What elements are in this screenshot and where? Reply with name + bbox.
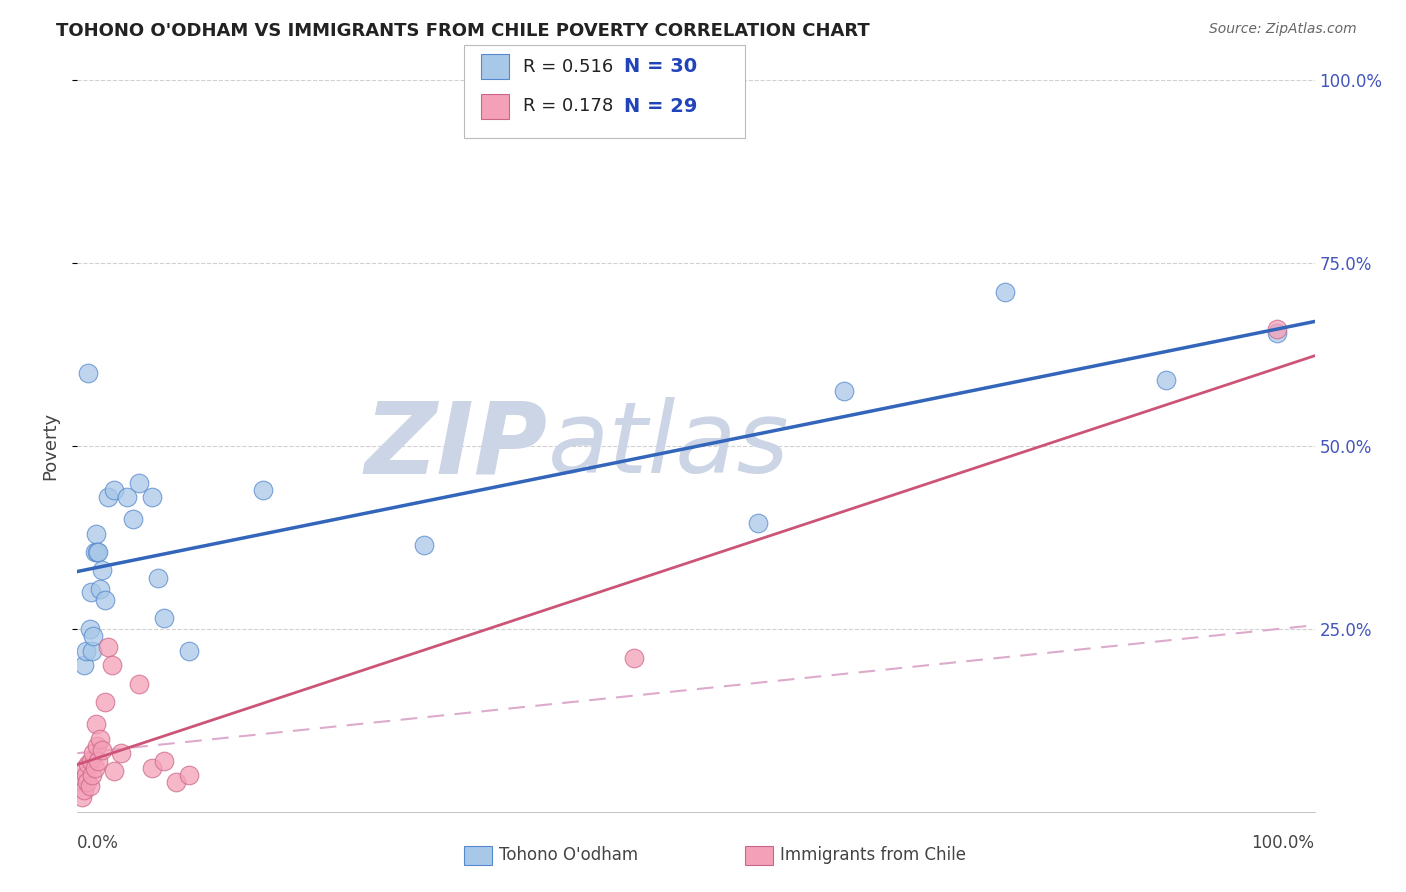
Point [252,483,274,497]
Point [87,545,110,559]
Point [87,754,110,768]
Text: atlas: atlas [547,398,789,494]
Text: R = 0.516: R = 0.516 [523,58,613,76]
Point [165,775,187,789]
Point [93,695,115,709]
Point [73,761,96,775]
Point [80,754,103,768]
Point [72,782,94,797]
Text: N = 30: N = 30 [624,57,697,77]
Point [72,790,94,805]
Text: ZIP: ZIP [364,398,547,494]
Text: Immigrants from Chile: Immigrants from Chile [780,847,966,864]
Y-axis label: Poverty: Poverty [41,412,59,480]
Point [1267,322,1289,336]
Point [103,764,125,779]
Point [747,516,769,530]
Point [103,483,125,497]
Point [89,731,111,746]
Point [623,651,645,665]
Point [91,563,114,577]
Point [84,717,107,731]
Point [412,538,434,552]
Point [128,676,150,690]
Point [994,285,1017,300]
Text: R = 0.178: R = 0.178 [523,97,613,115]
Point [82,644,104,658]
Point [82,629,104,643]
Point [86,545,108,559]
Point [83,545,105,559]
Point [80,585,103,599]
Point [82,746,104,760]
Point [77,366,100,380]
Point [101,658,124,673]
Point [79,779,101,793]
Point [1267,326,1289,340]
Point [75,644,97,658]
Point [115,490,138,504]
Point [153,611,176,625]
Point [89,582,111,596]
Point [82,768,104,782]
Text: N = 29: N = 29 [624,96,697,116]
Point [76,775,98,789]
Point [70,775,93,789]
Text: Source: ZipAtlas.com: Source: ZipAtlas.com [1209,22,1357,37]
Point [110,746,132,760]
Point [97,640,120,655]
Point [86,739,108,753]
Point [834,384,856,399]
Point [97,490,120,504]
Point [177,768,200,782]
Point [79,622,101,636]
Point [77,757,100,772]
Point [122,512,145,526]
Point [1154,373,1177,387]
Point [84,526,107,541]
Point [91,742,114,756]
Point [177,644,200,658]
Point [83,761,105,775]
Point [93,592,115,607]
Text: TOHONO O'ODHAM VS IMMIGRANTS FROM CHILE POVERTY CORRELATION CHART: TOHONO O'ODHAM VS IMMIGRANTS FROM CHILE … [56,22,870,40]
Point [141,761,163,775]
Point [153,754,176,768]
Text: 100.0%: 100.0% [1251,834,1315,852]
Point [146,571,169,585]
Text: Tohono O'odham: Tohono O'odham [499,847,638,864]
Text: 0.0%: 0.0% [77,834,120,852]
Point [72,658,94,673]
Point [141,490,163,504]
Point [75,768,97,782]
Point [128,475,150,490]
